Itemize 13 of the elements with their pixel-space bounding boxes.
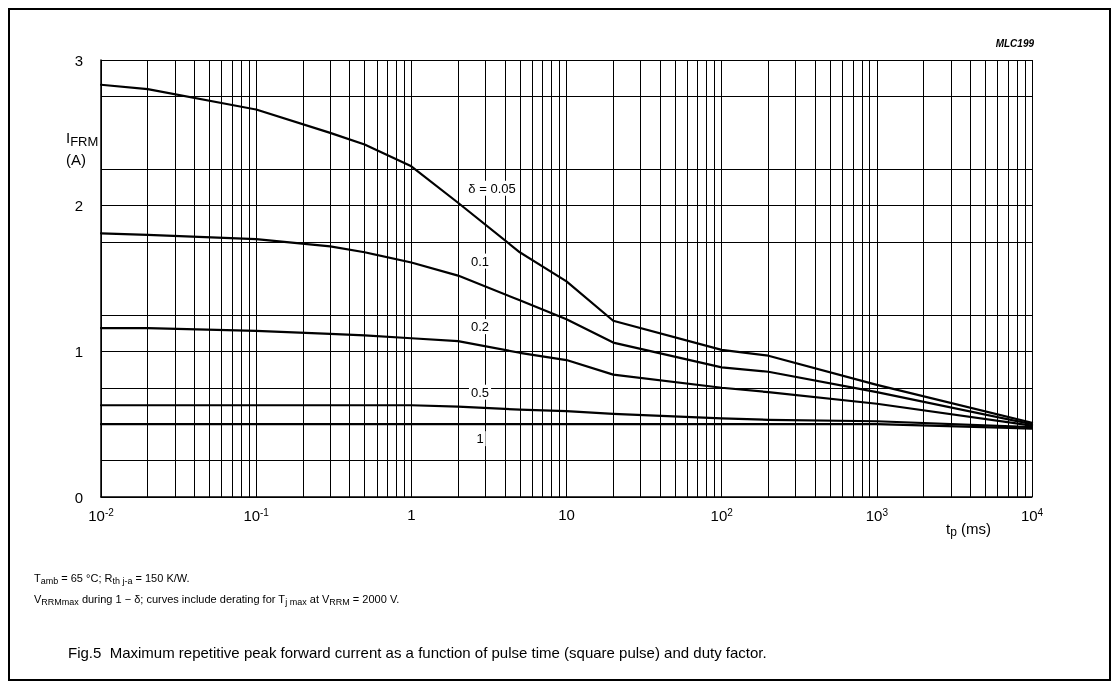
- x-tick-label: 10: [558, 506, 575, 523]
- y-tick-label: 3: [74, 51, 83, 69]
- x-tick-label: 1: [407, 506, 416, 523]
- text: MLC199: [995, 37, 1035, 49]
- text: Fig.5 Maximum repetitive peak forward current as a function of pulse time (square pulse) and duty factor.: [68, 644, 767, 661]
- series-label: δ = 0.05: [468, 180, 516, 196]
- y-tick-label: 1: [74, 342, 83, 360]
- series-label: 0.2: [471, 319, 490, 335]
- series-label: 1: [476, 431, 484, 447]
- series-label: 0.1: [471, 253, 490, 269]
- series-label: 0.5: [471, 384, 490, 400]
- y-tick-label: 2: [74, 197, 83, 215]
- y-tick-label: 0: [74, 488, 83, 506]
